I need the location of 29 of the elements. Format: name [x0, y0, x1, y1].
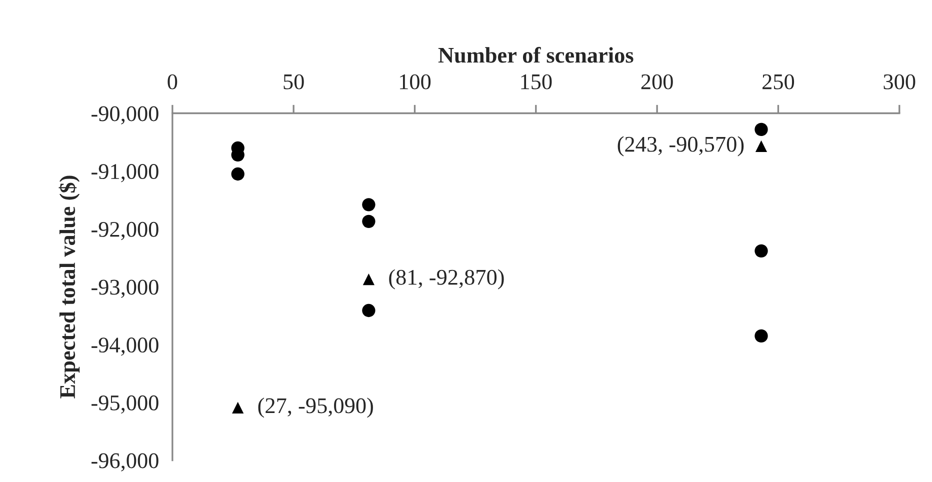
point [754, 329, 768, 343]
x-tick-label: 50 [284, 74, 304, 90]
annotation: (243, -90,570) [618, 136, 744, 156]
annotation: (27, -95,090) [258, 398, 373, 418]
y-tick-label: -96,000 [92, 453, 158, 472]
x-axis-title: Number of scenarios [438, 46, 634, 63]
y-tick-label: -92,000 [92, 222, 158, 240]
point [362, 273, 375, 286]
x-tick-label: 250 [762, 74, 794, 90]
point [362, 214, 376, 228]
point [232, 402, 244, 414]
y-tick-label: -95,000 [92, 395, 158, 414]
y-tick-label: -93,000 [92, 280, 158, 298]
y-tick-label: -94,000 [92, 338, 158, 356]
point [754, 244, 768, 258]
x-tick-label: 300 [884, 74, 916, 90]
point [755, 140, 768, 152]
x-tick-label: 150 [521, 74, 552, 90]
point [754, 122, 768, 136]
x-tick-label: 100 [400, 74, 431, 90]
y-axis-title: Expected total value ($) [58, 176, 80, 398]
point [231, 167, 244, 181]
annotation: (81, -92,870) [389, 269, 504, 290]
y-tick-label: -91,000 [92, 164, 158, 182]
point [362, 198, 376, 212]
x-tick-label: 200 [641, 74, 673, 90]
x-tick-label: 0 [168, 74, 178, 90]
point [362, 304, 376, 318]
y-tick-label: -90,000 [92, 106, 158, 124]
